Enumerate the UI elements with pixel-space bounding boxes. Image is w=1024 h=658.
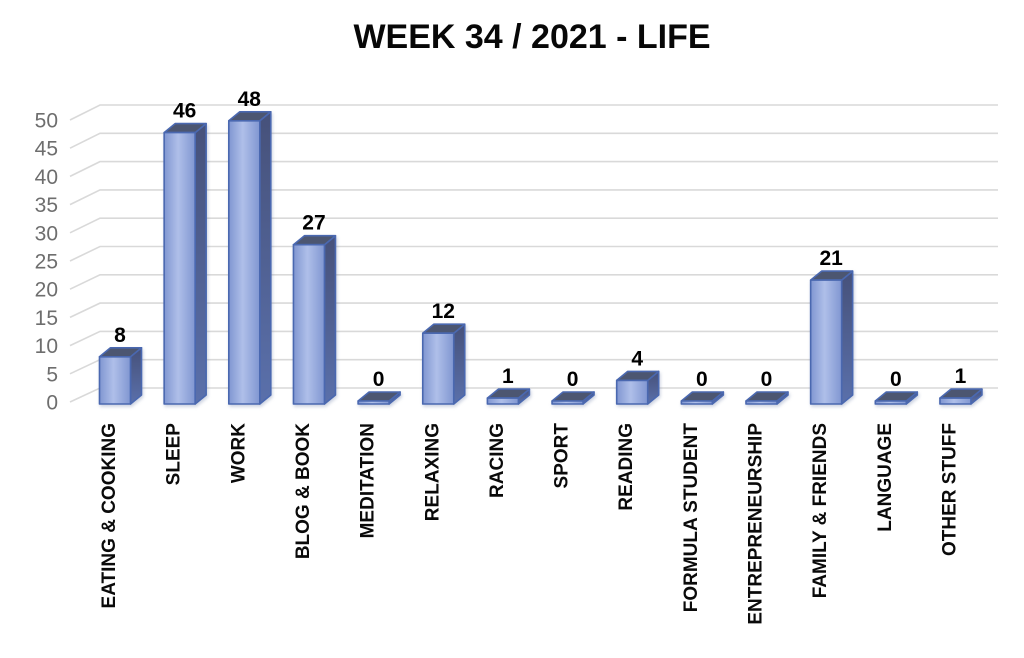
y-tick-label: 40	[35, 166, 58, 189]
bar-value-label: 48	[238, 88, 262, 111]
bar-front-face	[98, 355, 132, 405]
gridline	[69, 132, 998, 149]
y-tick-label: 10	[35, 335, 58, 358]
category-label: FORMULA STUDENT	[681, 423, 702, 613]
bar-group	[745, 391, 789, 405]
category-label: BLOG & BOOK	[293, 423, 314, 559]
bar-value-label: 12	[432, 300, 455, 323]
gridline	[69, 330, 998, 347]
bar-side-face	[258, 111, 272, 405]
bar-group	[809, 270, 854, 405]
y-tick-label: 0	[46, 392, 58, 415]
bar-front-face	[228, 120, 261, 405]
bar-value-label: 0	[696, 368, 708, 391]
bar-front-face	[357, 400, 390, 405]
gridline	[69, 104, 998, 121]
bar-value-label: 46	[173, 100, 196, 123]
y-tick-label: 5	[46, 363, 58, 386]
y-tick-label: 50	[35, 110, 58, 133]
bar-front-face	[615, 379, 649, 405]
bar-side-face	[840, 270, 854, 405]
category-label: ENTREPRENEURSHIP	[746, 423, 767, 625]
bar-front-face	[163, 131, 196, 405]
bar-group	[357, 391, 401, 405]
bar-value-label: 27	[302, 212, 325, 235]
bar-side-face	[452, 323, 466, 405]
bar-group	[421, 323, 466, 405]
bar-value-label: 8	[114, 324, 126, 347]
bar-group	[615, 370, 660, 405]
category-label: LANGUAGE	[875, 423, 896, 532]
bar-side-face	[194, 122, 207, 405]
bar-value-label: 0	[890, 368, 902, 391]
bar-group	[874, 391, 919, 405]
y-tick-label: 20	[35, 279, 58, 302]
bar-front-face	[486, 397, 520, 405]
bar-front-face	[292, 243, 326, 405]
category-label: FAMILY & FRIENDS	[810, 423, 831, 598]
bar-front-face	[421, 332, 455, 405]
y-tick-label: 15	[35, 307, 58, 330]
gridline	[69, 189, 998, 206]
bar-value-label: 4	[631, 347, 643, 370]
bar-group	[163, 122, 207, 405]
bar-front-face	[745, 400, 778, 405]
gridline	[69, 245, 998, 262]
gridline	[69, 302, 998, 319]
bar-side-face	[323, 234, 337, 405]
category-label: WORK	[228, 423, 249, 483]
y-tick-label: 45	[35, 138, 58, 161]
category-label: READING	[616, 423, 637, 511]
category-label: RELAXING	[422, 423, 443, 521]
bar-value-label: 0	[373, 368, 385, 391]
chart-title: WEEK 34 / 2021 - LIFE	[353, 18, 711, 56]
bar-value-label: 1	[502, 365, 514, 388]
bar-group	[292, 234, 337, 405]
gridline	[69, 274, 998, 290]
gridline	[69, 160, 998, 178]
category-label: MEDITATION	[358, 423, 379, 538]
bar-value-label: 1	[955, 365, 967, 388]
bar-group	[939, 388, 983, 405]
bar-front-face	[874, 400, 908, 405]
bar-group	[486, 388, 531, 405]
gridline	[69, 358, 998, 375]
category-label: RACING	[487, 423, 508, 498]
bar-front-face	[680, 400, 714, 405]
y-tick-label: 30	[35, 222, 58, 245]
bar-front-face	[809, 279, 843, 405]
bar-group	[228, 111, 272, 405]
bar-value-label: 0	[761, 368, 773, 391]
bar-group	[680, 391, 725, 405]
bar-front-face	[939, 397, 972, 405]
category-label: SPORT	[552, 423, 573, 489]
bar-value-label: 0	[567, 368, 579, 391]
bar-front-face	[551, 400, 584, 405]
category-label: EATING & COOKING	[99, 423, 120, 608]
category-label: OTHER STUFF	[939, 423, 960, 556]
bar-value-label: 21	[819, 247, 843, 270]
y-tick-label: 25	[35, 251, 58, 274]
bar-group	[551, 391, 595, 405]
gridline	[69, 217, 998, 234]
bar-group	[98, 346, 143, 405]
gridline	[69, 387, 998, 403]
y-tick-label: 35	[35, 194, 58, 217]
category-label: SLEEP	[164, 423, 185, 486]
